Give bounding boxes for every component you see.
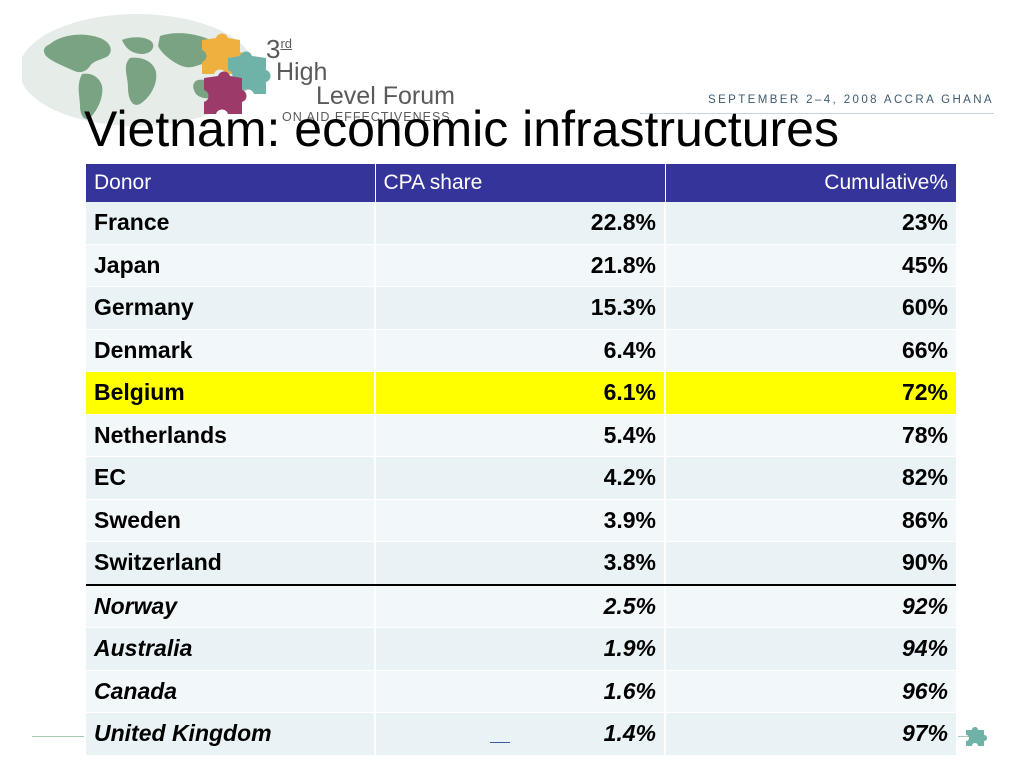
logo-ordinal: 3rd	[266, 34, 292, 65]
column-header-cpa-share: CPA share	[375, 164, 666, 202]
slide-title: Vietnam: economic infrastructures	[84, 101, 839, 157]
cpa-share-cell: 6.4%	[375, 329, 666, 372]
cumulative-cell: 82%	[665, 456, 956, 500]
column-header-donor: Donor	[86, 164, 376, 202]
cpa-share-cell: 21.8%	[375, 244, 666, 287]
cumulative-cell: 45%	[665, 244, 956, 287]
logo-ordinal-number: 3	[266, 34, 281, 64]
cumulative-cell: 72%	[665, 371, 956, 415]
cpa-share-cell: 2.5%	[375, 584, 666, 628]
donor-cell: Australia	[86, 627, 376, 671]
cpa-share-cell: 5.4%	[375, 414, 666, 457]
cumulative-cell: 78%	[665, 414, 956, 457]
table-row-highlighted: Belgium 6.1% 72%	[86, 371, 956, 415]
donor-cell: Germany	[86, 286, 376, 330]
donor-cell: United Kingdom	[86, 712, 376, 756]
logo-line-level-forum: Level Forum	[316, 82, 455, 110]
table-row: United Kingdom 1.4% 97%	[86, 712, 956, 756]
table-row: France 22.8% 23%	[86, 202, 956, 245]
table-row: Norway 2.5% 92%	[86, 584, 956, 628]
table-header-row: Donor CPA share Cumulative%	[86, 164, 956, 202]
donor-cell: Japan	[86, 244, 376, 287]
cpa-share-cell: 1.6%	[375, 670, 666, 713]
cumulative-cell: 66%	[665, 329, 956, 372]
donor-cell: EC	[86, 456, 376, 500]
event-info: SEPTEMBER 2–4, 2008 ACCRA GHANA	[708, 94, 994, 106]
cumulative-cell: 23%	[665, 202, 956, 245]
cumulative-cell: 96%	[665, 670, 956, 713]
logo-line-high: High	[276, 58, 328, 86]
table-row: Denmark 6.4% 66%	[86, 329, 956, 372]
cpa-share-cell: 3.8%	[375, 541, 666, 586]
cumulative-cell: 92%	[665, 584, 956, 628]
cumulative-cell: 86%	[665, 499, 956, 542]
logo-line-aid-effectiveness: ON AID EFFECTIVENESS	[282, 110, 451, 124]
world-map-puzzle-logo-icon	[22, 14, 271, 126]
donor-cell: Belgium	[86, 371, 376, 415]
donor-cell: Sweden	[86, 499, 376, 542]
cpa-share-cell: 4.2%	[375, 456, 666, 500]
donor-cell: Canada	[86, 670, 376, 713]
cumulative-cell: 97%	[665, 712, 956, 756]
cumulative-cell: 94%	[665, 627, 956, 671]
table-row: Canada 1.6% 96%	[86, 670, 956, 713]
footer-line-right	[958, 736, 970, 737]
cpa-share-cell: 3.9%	[375, 499, 666, 542]
donor-cell: Norway	[86, 584, 376, 628]
table-row: Switzerland 3.8% 90%	[86, 541, 956, 586]
table-row: Japan 21.8% 45%	[86, 244, 956, 287]
cumulative-cell: 60%	[665, 286, 956, 330]
donor-cell: France	[86, 202, 376, 245]
table-row: Australia 1.9% 94%	[86, 627, 956, 671]
cpa-share-cell: 1.4%	[375, 712, 666, 756]
footer-line-center	[490, 742, 510, 743]
donor-cell: Switzerland	[86, 541, 376, 586]
cpa-share-cell: 6.1%	[375, 371, 666, 415]
footer-line-left	[32, 736, 84, 737]
table-row: Sweden 3.9% 86%	[86, 499, 956, 542]
cpa-share-cell: 22.8%	[375, 202, 666, 245]
donor-table: Donor CPA share Cumulative% France 22.8%…	[86, 164, 956, 756]
cumulative-cell: 90%	[665, 541, 956, 586]
cpa-share-cell: 15.3%	[375, 286, 666, 330]
logo-ordinal-suffix: rd	[280, 36, 293, 51]
cpa-share-cell: 1.9%	[375, 627, 666, 671]
forum-logo: 3rd High Level Forum ON AID EFFECTIVENES…	[22, 14, 482, 126]
table-row: Germany 15.3% 60%	[86, 286, 956, 330]
donor-cell: Netherlands	[86, 414, 376, 457]
table-row: Netherlands 5.4% 78%	[86, 414, 956, 457]
table-row: EC 4.2% 82%	[86, 456, 956, 500]
puzzle-piece-icon	[966, 727, 987, 746]
header-divider	[640, 113, 994, 114]
donor-cell: Denmark	[86, 329, 376, 372]
column-header-cumulative: Cumulative%	[665, 164, 956, 202]
